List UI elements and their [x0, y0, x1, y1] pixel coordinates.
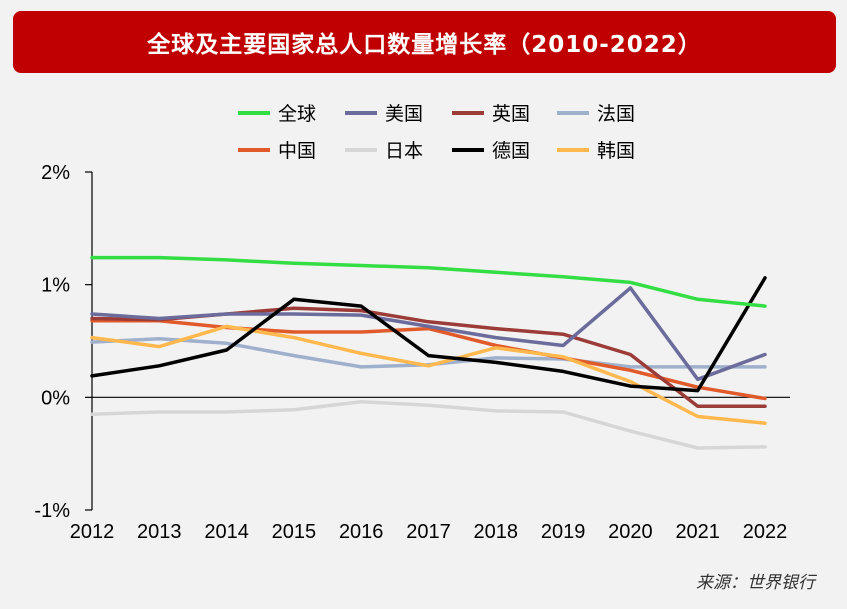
y-tick-label: -1%	[34, 500, 70, 522]
x-tick-label: 2016	[339, 521, 384, 543]
legend-label: 法国	[597, 103, 635, 125]
legend-label: 中国	[278, 140, 316, 162]
x-tick-label: 2020	[608, 521, 653, 543]
x-tick-label: 2014	[204, 521, 249, 543]
x-tick-label: 2022	[743, 521, 788, 543]
x-tick-label: 2019	[541, 521, 586, 543]
series-line-5	[90, 318, 767, 401]
legend-label: 全球	[278, 103, 316, 125]
series-lines	[90, 255, 767, 450]
legend-label: 美国	[385, 103, 423, 125]
x-tick-label: 2015	[272, 521, 317, 543]
series-line-7	[90, 276, 767, 393]
axes: -1% 0% 1% 2% 2012 2013 2014 2015 2016 2017 2018 201…	[34, 162, 790, 543]
legend-label: 德国	[492, 140, 530, 162]
series-line-6	[90, 400, 767, 450]
source-note: 来源：世界银行	[696, 573, 815, 593]
series-line-1	[90, 255, 767, 308]
series-line-2	[90, 286, 767, 382]
chart-title: 全球及主要国家总人口数量增长率（2010-2022）	[147, 32, 702, 58]
y-tick-label: 1%	[41, 275, 70, 297]
y-tick-label: 0%	[41, 387, 70, 409]
legend-label: 英国	[492, 103, 530, 125]
x-tick-label: 2013	[137, 521, 182, 543]
series-line-4	[90, 336, 767, 369]
x-tick-label: 2012	[70, 521, 115, 543]
x-tick-label: 2017	[406, 521, 451, 543]
x-tick-label: 2018	[474, 521, 519, 543]
series-line-8	[90, 324, 767, 425]
chart-title-bar: 全球及主要国家总人口数量增长率（2010-2022）	[13, 11, 836, 73]
legend-label: 日本	[385, 140, 423, 162]
legend-label: 韩国	[597, 140, 635, 162]
x-tick-label: 2021	[675, 521, 720, 543]
y-tick-label: 2%	[41, 162, 70, 184]
